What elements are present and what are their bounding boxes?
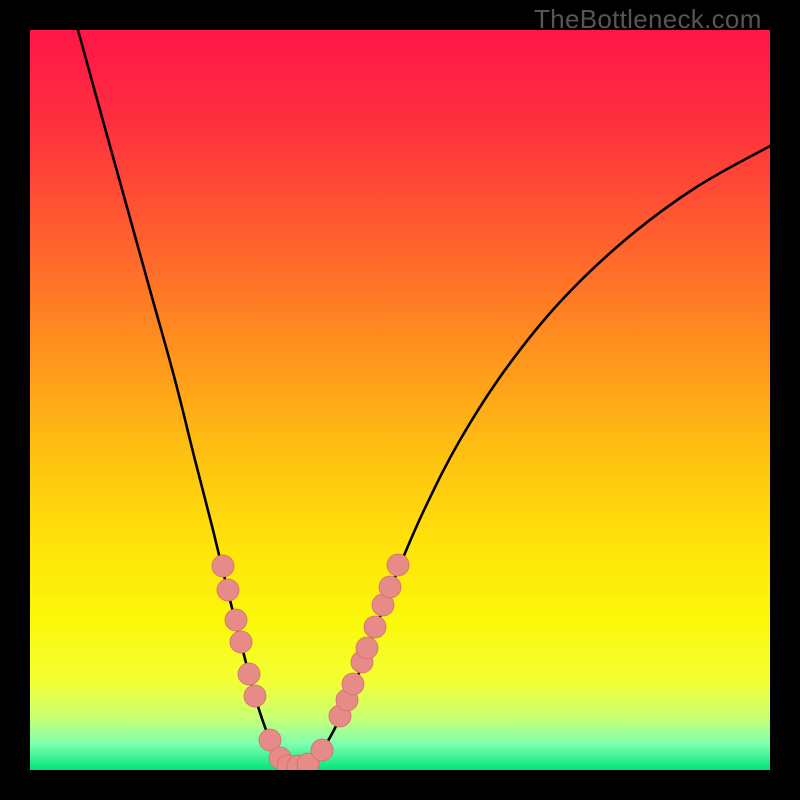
scatter-point [230, 631, 252, 653]
scatter-point [387, 554, 409, 576]
bottleneck-curve [78, 30, 770, 769]
plot-area [30, 30, 770, 770]
scatter-point [379, 576, 401, 598]
scatter-point [238, 663, 260, 685]
scatter-point [217, 579, 239, 601]
watermark-text: TheBottleneck.com [534, 4, 762, 35]
scatter-point [212, 555, 234, 577]
scatter-point [364, 616, 386, 638]
scatter-point [342, 673, 364, 695]
chart-frame [0, 0, 800, 800]
scatter-point [225, 609, 247, 631]
scatter-points [212, 554, 409, 770]
curve-layer [30, 30, 770, 770]
scatter-point [311, 739, 333, 761]
scatter-point [356, 637, 378, 659]
scatter-point [244, 685, 266, 707]
